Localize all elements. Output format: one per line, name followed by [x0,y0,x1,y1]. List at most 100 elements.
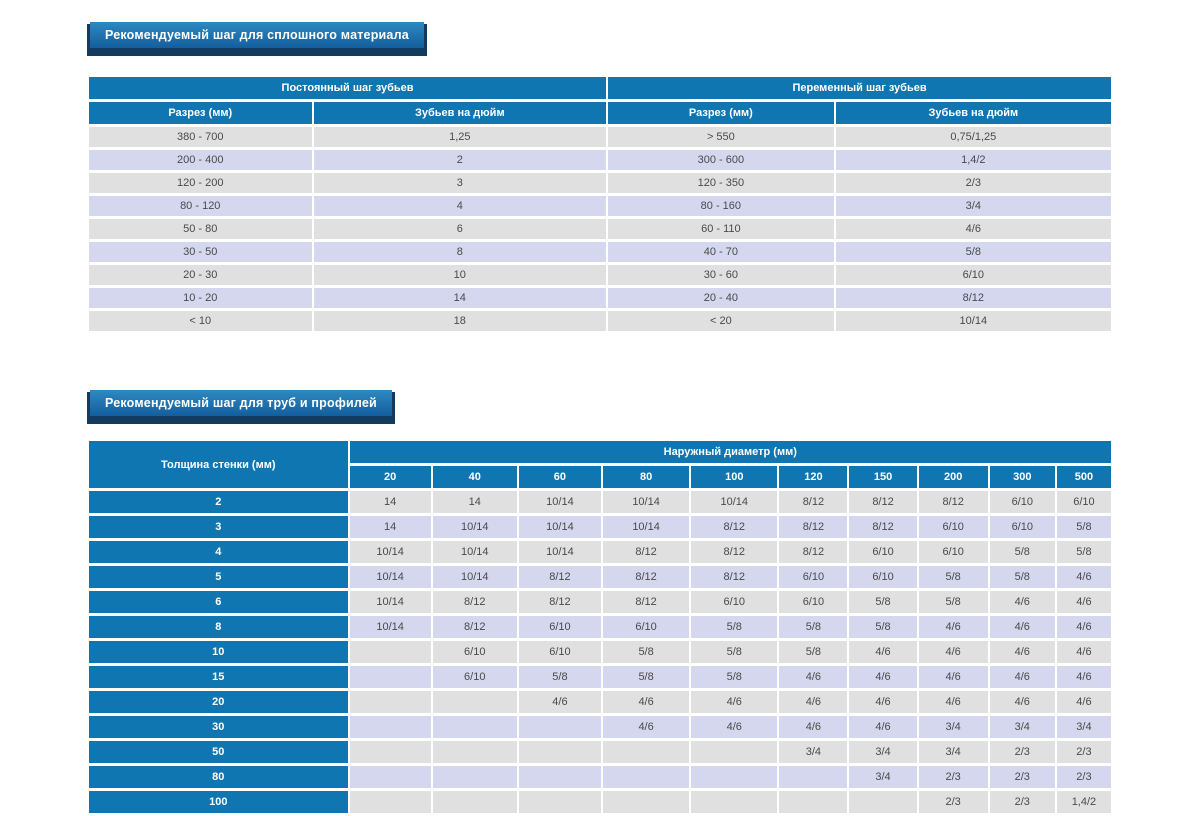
table-cell: 8/12 [691,516,778,538]
table-row: 10 - 20 14 20 - 40 8/12 [89,288,1111,308]
table-cell: 380 - 700 [89,127,312,147]
table-cell: 50 - 80 [89,219,312,239]
table-cell: 2/3 [918,766,988,788]
table-cell [518,791,601,813]
row-label-wall-thickness: 50 [89,741,348,763]
table-cell: 10/14 [518,541,601,563]
table-cell [603,766,690,788]
table-cell: < 20 [608,311,834,331]
table-cell: 5/8 [1056,516,1111,538]
table-cell: 6/10 [835,265,1111,285]
table-cell: 5/8 [779,616,848,638]
table-cell [518,741,601,763]
table-cell: 5/8 [989,566,1055,588]
diameter-column-header: 120 [779,466,848,488]
table-cell [349,766,431,788]
group-header-constant-pitch: Постоянный шаг зубьев [89,77,607,99]
table-row: 120 - 200 3 120 - 350 2/3 [89,173,1111,193]
table-cell [432,791,517,813]
table-cell: 3/4 [835,196,1111,216]
pipes-profiles-table: Толщина стенки (мм) Наружный диаметр (мм… [87,438,1113,816]
table-cell: 6/10 [1056,491,1111,513]
table-cell: 2/3 [989,766,1055,788]
table-row: 10 6/10 6/10 5/8 5/8 5/8 4/6 4/6 4/6 4/6 [89,641,1111,663]
table-cell: 2/3 [989,791,1055,813]
table-cell: 10/14 [349,566,431,588]
table-cell: 10/14 [432,566,517,588]
table-cell: 200 - 400 [89,150,312,170]
table-cell: 3/4 [989,716,1055,738]
table-cell: 8/12 [518,591,601,613]
pipes-table-body: 2 14 14 10/14 10/14 10/14 8/12 8/12 8/12 6/10 6/10… [89,491,1111,813]
diameter-column-header: 80 [603,466,690,488]
table-cell [779,766,848,788]
table-cell: 4/6 [1056,666,1111,688]
diameter-column-header: 20 [349,466,431,488]
table-cell: 4/6 [779,691,848,713]
table-cell: 4/6 [989,691,1055,713]
table-row: 15 6/10 5/8 5/8 5/8 4/6 4/6 4/6 4/6 4/6 [89,666,1111,688]
column-header-cut-mm-2: Разрез (мм) [608,102,834,124]
table-cell [603,741,690,763]
table-cell: < 10 [89,311,312,331]
table-cell [518,716,601,738]
solid-table-body: 380 - 700 1,25 > 550 0,75/1,25 200 - 400 2 300… [89,127,1111,331]
row-label-wall-thickness: 6 [89,591,348,613]
table-cell: 4/6 [1056,566,1111,588]
table-cell: 4/6 [518,691,601,713]
table-cell: 2/3 [918,791,988,813]
table-row: 100 2/3 2/3 1,4/2 [89,791,1111,813]
table-cell: 5/8 [603,641,690,663]
table-cell [349,641,431,663]
row-label-wall-thickness: 3 [89,516,348,538]
table-cell: 6/10 [918,516,988,538]
table-cell: 20 - 30 [89,265,312,285]
table-cell: 8/12 [518,566,601,588]
table-row: < 10 18 < 20 10/14 [89,311,1111,331]
diameter-column-header: 500 [1056,466,1111,488]
table-cell [518,766,601,788]
table-cell [349,716,431,738]
table-cell [349,666,431,688]
diameter-columns-row: 20 40 60 80 100 120 150 200 300 500 [89,466,1111,488]
table-cell: > 550 [608,127,834,147]
table-row: 30 - 50 8 40 - 70 5/8 [89,242,1111,262]
table-cell: 6/10 [918,541,988,563]
table-cell: 6/10 [779,566,848,588]
table-cell: 8/12 [603,591,690,613]
group-header-row: Постоянный шаг зубьев Переменный шаг зуб… [89,77,1111,99]
table-cell: 2/3 [989,741,1055,763]
table-cell: 10/14 [603,491,690,513]
table-cell: 8/12 [603,541,690,563]
solid-material-table: Постоянный шаг зубьев Переменный шаг зуб… [87,74,1113,334]
row-label-wall-thickness: 15 [89,666,348,688]
table-cell: 6/10 [779,591,848,613]
table-cell: 5/8 [849,591,917,613]
table-cell: 120 - 200 [89,173,312,193]
table-cell [349,791,431,813]
section-solid-material: Рекомендуемый шаг для сплошного материал… [87,22,1113,334]
table-cell: 4 [313,196,607,216]
table-cell: 8/12 [849,516,917,538]
row-label-wall-thickness: 5 [89,566,348,588]
diameter-group-row: Толщина стенки (мм) Наружный диаметр (мм… [89,441,1111,488]
diameter-column-header: 300 [989,466,1055,488]
table-row: 4 10/14 10/14 10/14 8/12 8/12 8/12 6/10 6/10 5/8 5… [89,541,1111,563]
table-cell: 6/10 [849,566,917,588]
table-cell: 4/6 [691,716,778,738]
table-cell: 10/14 [432,516,517,538]
table-cell: 18 [313,311,607,331]
table-cell: 10/14 [349,591,431,613]
table-cell: 6/10 [989,516,1055,538]
column-header-row: Разрез (мм) Зубьев на дюйм Разрез (мм) З… [89,102,1111,124]
table-cell: 5/8 [989,541,1055,563]
table-row: 50 - 80 6 60 - 110 4/6 [89,219,1111,239]
table-cell: 6/10 [518,616,601,638]
table-cell: 5/8 [1056,541,1111,563]
table-row: 200 - 400 2 300 - 600 1,4/2 [89,150,1111,170]
table-cell: 3/4 [918,741,988,763]
section-title-pipes: Рекомендуемый шаг для труб и профилей [90,390,392,416]
table-cell: 6/10 [989,491,1055,513]
table-cell: 4/6 [918,666,988,688]
row-label-wall-thickness: 10 [89,641,348,663]
